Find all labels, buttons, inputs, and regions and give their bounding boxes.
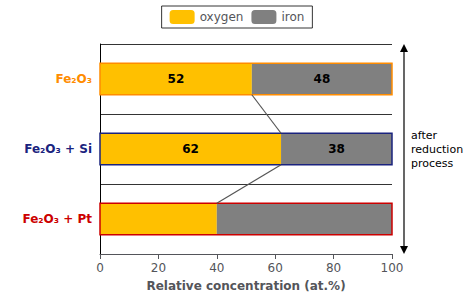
- svg-text:40: 40: [209, 261, 224, 275]
- svg-text:Fe₂O₃: Fe₂O₃: [55, 72, 92, 86]
- svg-text:oxygen: oxygen: [200, 10, 244, 24]
- svg-text:reduction: reduction: [411, 143, 463, 156]
- svg-text:80: 80: [326, 261, 341, 275]
- svg-text:iron: iron: [281, 10, 304, 24]
- svg-text:20: 20: [151, 261, 166, 275]
- svg-text:Fe₂O₃ + Pt: Fe₂O₃ + Pt: [22, 212, 92, 226]
- svg-text:100: 100: [381, 261, 404, 275]
- svg-text:Relative concentration (at.%): Relative concentration (at.%): [146, 279, 345, 293]
- svg-text:after: after: [411, 129, 438, 142]
- svg-text:Fe₂O₃ + Si: Fe₂O₃ + Si: [24, 142, 92, 156]
- svg-text:process: process: [411, 157, 454, 170]
- svg-text:0: 0: [96, 261, 104, 275]
- svg-text:60: 60: [268, 261, 283, 275]
